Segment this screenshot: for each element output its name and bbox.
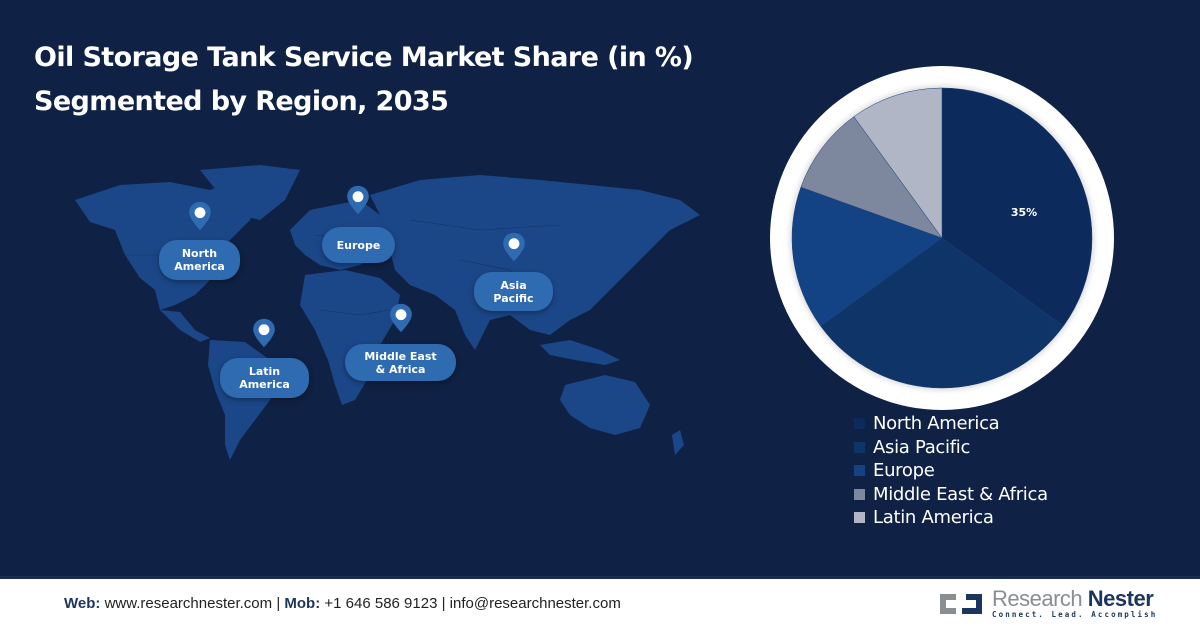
location-pin-icon [189, 201, 211, 231]
infographic-main: Oil Storage Tank Service Market Share (i… [34, 36, 1118, 530]
region-label-middle-east-africa: Middle East & Africa [345, 344, 456, 381]
location-pin-icon [347, 185, 369, 215]
title-line-1: Oil Storage Tank Service Market Share (i… [34, 42, 694, 73]
pie-chart: 35% [766, 62, 1118, 414]
research-nester-logo: Research Nester Connect. Lead. Accomplis… [936, 588, 1157, 619]
pie-slice-latin-america [853, 87, 943, 239]
logo-mark-icon [940, 593, 982, 614]
phone-number: +1 646 586 9123 [324, 595, 438, 612]
slice-value-label: 35% [1011, 206, 1037, 219]
website-link[interactable]: www.researchnester.com [104, 595, 273, 612]
title-line-2: Segmented by Region, 2035 [34, 86, 449, 117]
chart-legend: North America Asia Pacific Europe Middle… [854, 412, 1048, 530]
region-label-north-america: North America [159, 240, 240, 280]
location-pin-icon [390, 303, 412, 333]
legend-swatch [854, 512, 865, 524]
pie-slice-asia-pacific [820, 237, 1064, 389]
location-pin-icon [253, 318, 275, 348]
contact-info: Web: www.researchnester.com | Mob: +1 64… [64, 595, 621, 612]
legend-item-north-america: North America [854, 412, 1048, 436]
pie-slices [791, 87, 1093, 389]
location-pin-icon [503, 232, 525, 262]
legend-item-middle-east-africa: Middle East & Africa [854, 483, 1048, 507]
world-map [75, 165, 700, 460]
pie-slice-europe [791, 186, 943, 327]
pie-slice-middle-east-africa [800, 116, 943, 239]
legend-item-asia-pacific: Asia Pacific [854, 436, 1048, 460]
legend-swatch [854, 418, 865, 430]
chart-title: Oil Storage Tank Service Market Share (i… [34, 36, 694, 124]
pie-slice-north-america [941, 87, 1093, 327]
legend-swatch [854, 488, 865, 500]
legend-item-latin-america: Latin America [854, 506, 1048, 530]
legend-swatch [854, 465, 865, 477]
region-label-latin-america: Latin America [220, 358, 309, 398]
footer-bar: Web: www.researchnester.com | Mob: +1 64… [0, 576, 1200, 628]
legend-swatch [854, 441, 865, 453]
region-label-europe: Europe [322, 227, 395, 263]
legend-item-europe: Europe [854, 459, 1048, 483]
email-link[interactable]: info@researchnester.com [449, 595, 621, 612]
region-label-asia-pacific: Asia Pacific [474, 272, 553, 311]
